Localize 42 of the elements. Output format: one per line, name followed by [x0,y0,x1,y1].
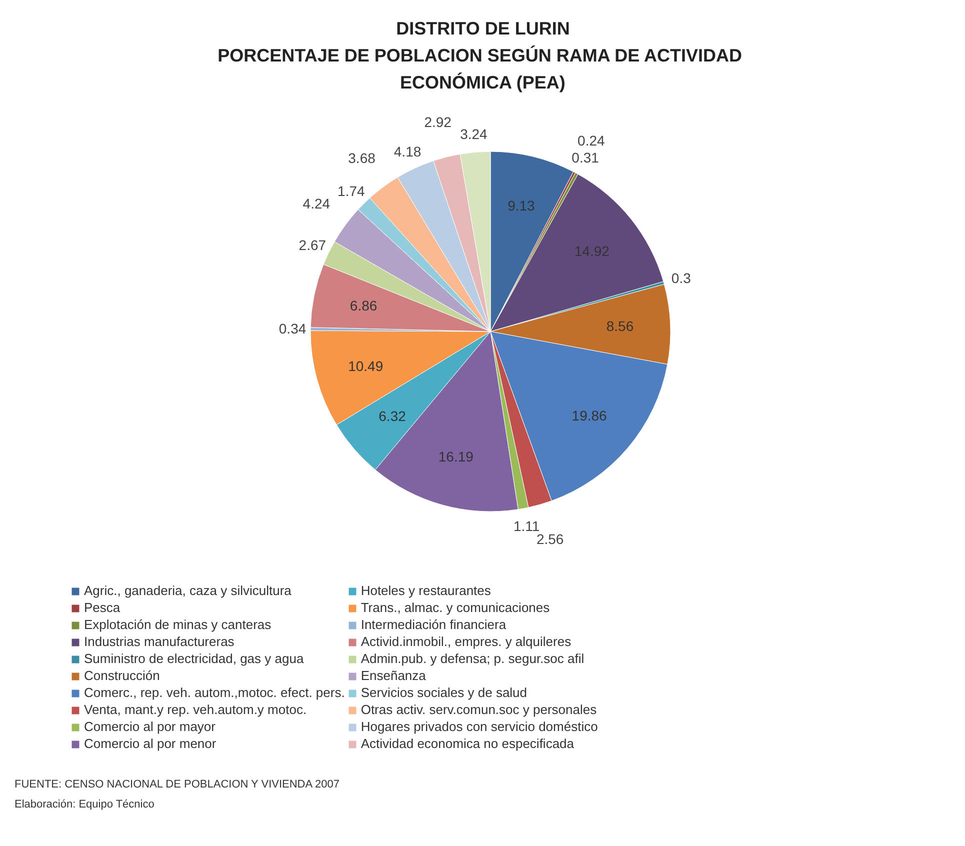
legend-label: Hogares privados con servicio doméstico [360,719,598,734]
legend-label: Comercio al por menor [84,736,216,751]
data-label: 2.92 [424,114,452,130]
data-label: 9.13 [508,198,536,214]
data-label: 6.32 [378,408,406,424]
data-label: 1.74 [338,182,366,199]
legend-label: Actividad economica no especificada [360,736,574,751]
text: Elaboración: Equipo Técnico [14,798,154,810]
legend-label: Activid.inmobil., empres. y alquileres [360,634,572,649]
legend-label: Agric., ganaderia, caza y silvicultura [84,583,292,598]
data-label: 2.67 [298,236,326,253]
data-label: 0.24 [578,132,606,148]
data-label: 16.19 [438,448,474,464]
chart-title: DISTRITO DE LURIN PORCENTAJE DE POBLACION SEGÚN RAMA DE ACTIVIDAD ECONÓMICA (PEA) [218,18,742,92]
data-label: 0.31 [572,150,600,166]
legend-label: Intermediación financiera [360,617,506,632]
legend-label: Explotación de minas y canteras [84,617,272,632]
legend-label: Industrias manufactureras [84,634,234,649]
legend-label: Construcción [84,668,160,683]
data-label: 0.3 [671,270,692,286]
data-label: 14.92 [574,242,610,259]
legend-label: Admin.pub. y defensa; p. segur.soc afil [360,651,584,666]
data-label: 6.86 [350,297,378,314]
legend-label: Hoteles y restaurantes [360,583,491,598]
data-label: 4.24 [302,196,330,212]
data-label: 0.34 [278,320,306,337]
legend-label: Comerc., rep. veh. autom.,motoc. efect. pers. [84,685,345,700]
data-label: 19.86 [572,407,608,424]
legend-label: Pesca [84,600,120,615]
source-note: FUENTE: CENSO NACIONAL DE POBLACION Y VIVIENDA 2007 [14,778,340,790]
legend-label: Otras activ. serv.comun.soc y personales [360,702,597,717]
data-label: 10.49 [348,358,384,374]
legend-label: Trans., almac. y comunicaciones [360,600,550,615]
data-label: 3.68 [348,150,376,166]
data-label: 3.24 [460,126,488,142]
legend-label: Enseñanza [360,668,426,683]
legend-label: Venta, mant.y rep. veh.autom.y motoc. [84,702,307,717]
legend-label: Servicios sociales y de salud [360,685,528,700]
data-label: 8.56 [606,318,634,334]
legend-label: Suministro de electricidad, gas y agua [84,651,304,666]
data-label: 4.18 [394,144,422,160]
legend-label: Comercio al por mayor [84,719,216,734]
